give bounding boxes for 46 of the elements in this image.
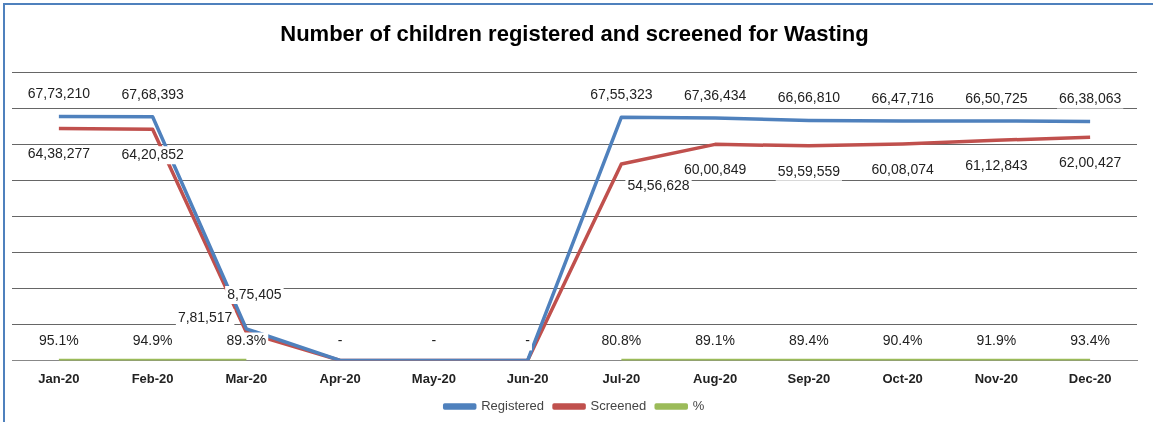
data-label: 54,56,628 bbox=[627, 176, 690, 193]
x-tick-label: Feb-20 bbox=[131, 370, 174, 386]
data-label: 67,68,393 bbox=[121, 85, 184, 102]
text: - bbox=[337, 332, 343, 349]
x-tick-label: May-20 bbox=[411, 370, 456, 386]
x-tick-label: Aug-20 bbox=[693, 370, 738, 386]
data-label: 80.8% bbox=[601, 332, 642, 349]
data-label: 89.4% bbox=[789, 332, 829, 349]
data-label: 67,55,323 bbox=[590, 86, 653, 103]
data-label: 66,66,810 bbox=[777, 89, 841, 106]
data-label: 90.4% bbox=[882, 332, 923, 349]
data-label: 89.3% bbox=[226, 332, 267, 349]
data-label: 59,59,559 bbox=[777, 162, 841, 179]
data-label: 8,75,405 bbox=[227, 285, 282, 302]
data-label: 66,50,725 bbox=[965, 89, 1028, 106]
x-tick-label: Oct-20 bbox=[882, 370, 923, 386]
chart-title: Number of children registered and screened for Wasting bbox=[280, 21, 869, 47]
data-label: 93.4% bbox=[1070, 332, 1110, 349]
x-tick-label: Jun-20 bbox=[506, 370, 549, 386]
legend-label: % bbox=[692, 398, 705, 414]
legend-label: Registered bbox=[481, 398, 545, 414]
data-label: 89.1% bbox=[695, 332, 735, 349]
text: - bbox=[431, 332, 437, 349]
data-label: 7,81,517 bbox=[177, 309, 233, 326]
x-tick-label: Mar-20 bbox=[225, 370, 268, 386]
data-label: 91.9% bbox=[976, 332, 1017, 349]
data-label: 64,38,277 bbox=[27, 145, 91, 162]
x-tick-label: Jul-20 bbox=[602, 370, 641, 386]
data-label: 66,47,716 bbox=[871, 89, 934, 106]
data-label: 67,73,210 bbox=[27, 85, 91, 102]
x-tick-label: Sep-20 bbox=[787, 370, 831, 386]
legend-label: Screened bbox=[590, 398, 647, 414]
data-label: 67,36,434 bbox=[683, 86, 747, 103]
x-tick-label: Apr-20 bbox=[319, 370, 361, 386]
x-tick-label: Jan-20 bbox=[38, 370, 80, 386]
data-label: 94.9% bbox=[132, 332, 173, 349]
data-label: 62,00,427 bbox=[1058, 154, 1122, 171]
data-label: 95.1% bbox=[39, 332, 79, 349]
data-label: 66,38,063 bbox=[1058, 90, 1122, 107]
data-label: 61,12,843 bbox=[965, 157, 1028, 174]
data-label: 64,20,852 bbox=[121, 146, 184, 163]
data-label: 60,00,849 bbox=[683, 161, 747, 178]
text: - bbox=[525, 332, 530, 349]
x-tick-label: Nov-20 bbox=[974, 370, 1019, 386]
x-tick-label: Dec-20 bbox=[1068, 370, 1112, 386]
data-label: 60,08,074 bbox=[871, 160, 934, 177]
